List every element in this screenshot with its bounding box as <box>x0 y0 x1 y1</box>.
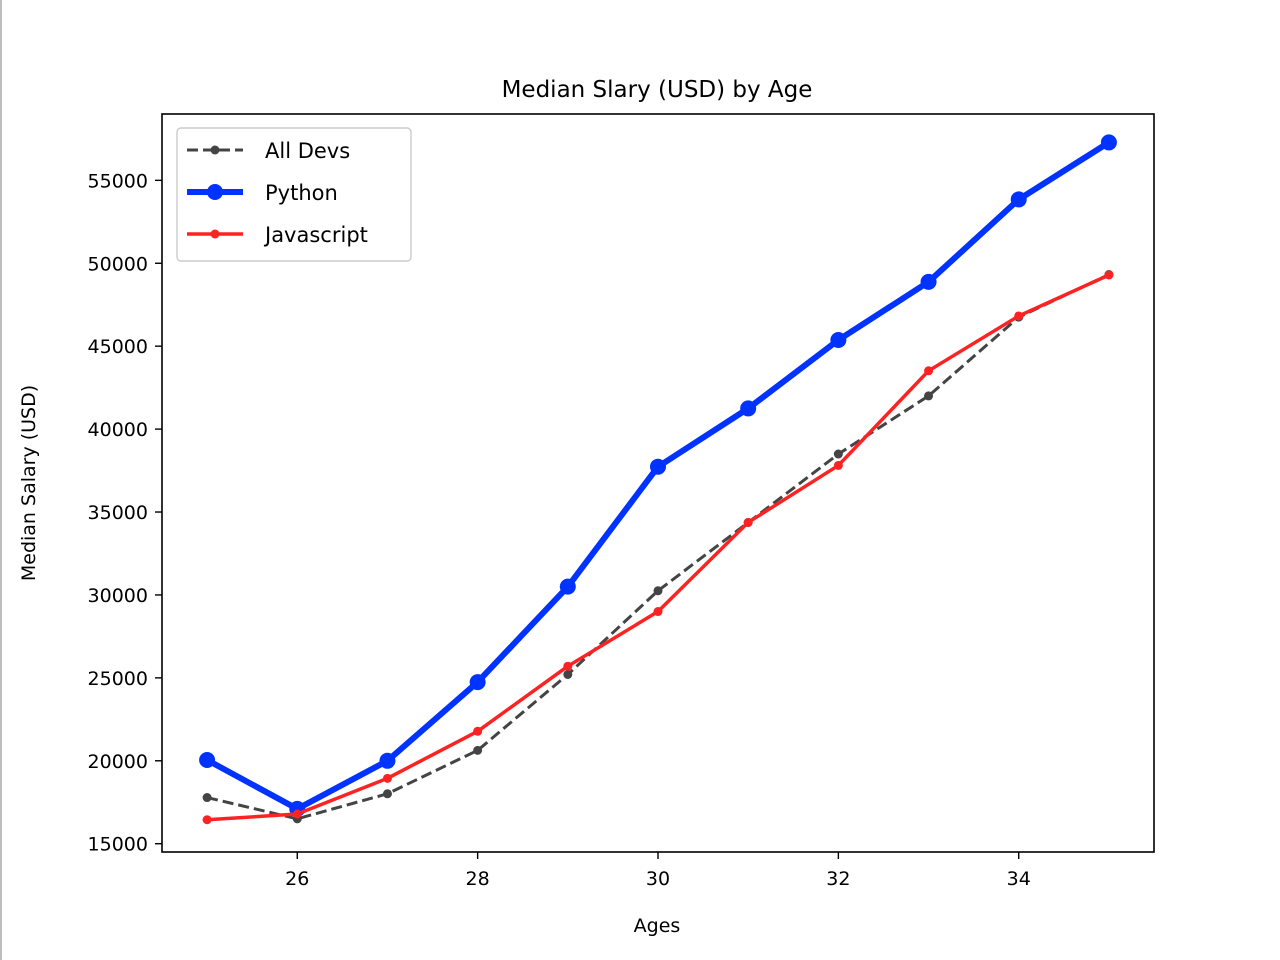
y-tick-label: 45000 <box>88 336 148 358</box>
data-point-python <box>920 273 937 290</box>
data-point-python <box>830 332 847 349</box>
x-tick-label: 28 <box>466 868 490 890</box>
x-tick-label: 32 <box>826 868 850 890</box>
data-point-all-devs <box>653 586 663 596</box>
y-tick-label: 35000 <box>88 502 148 524</box>
x-tick-label: 26 <box>285 868 309 890</box>
y-axis-label: Median Salary (USD) <box>18 385 40 581</box>
data-point-javascript <box>924 366 934 376</box>
data-point-javascript <box>202 815 212 825</box>
data-point-javascript <box>833 460 843 470</box>
plot-layer: 26 28 30 32 34 15000 20000 25000 30000 35000 40000… <box>88 113 1155 890</box>
data-point-javascript <box>1014 311 1024 321</box>
series-line-all-devs <box>206 273 1110 821</box>
legend-label-all-devs: All Devs <box>265 139 350 163</box>
data-point-all-devs <box>563 669 573 679</box>
y-tick-label: 50000 <box>88 253 148 275</box>
data-point-all-devs <box>382 789 392 799</box>
data-point-python <box>559 578 576 595</box>
data-point-python <box>1010 191 1027 208</box>
data-point-python <box>1100 134 1117 151</box>
data-point-python <box>740 400 757 417</box>
y-tick-label: 55000 <box>88 170 148 192</box>
x-tick-label: 34 <box>1007 868 1031 890</box>
data-point-all-devs <box>833 449 843 459</box>
legend: All Devs Python Javascript <box>176 127 412 262</box>
y-tick-label: 25000 <box>88 668 148 690</box>
y-tick-label: 30000 <box>88 585 148 607</box>
legend-label-javascript: Javascript <box>263 223 368 247</box>
legend-swatch-marker-all-devs <box>210 145 220 155</box>
data-point-javascript <box>563 661 573 671</box>
data-point-python <box>379 752 396 769</box>
legend-box <box>176 127 412 262</box>
data-point-javascript <box>1104 270 1114 280</box>
window-left-edge <box>0 0 2 960</box>
data-point-python <box>469 674 486 691</box>
legend-label-python: Python <box>265 181 338 205</box>
data-point-javascript <box>743 517 753 527</box>
y-tick-label: 20000 <box>88 751 148 773</box>
data-point-all-devs <box>924 391 934 401</box>
x-axis-label: Ages <box>634 915 681 937</box>
y-tick-label: 40000 <box>88 419 148 441</box>
data-point-python <box>199 752 216 769</box>
data-point-javascript <box>382 773 392 783</box>
data-point-javascript <box>653 607 663 617</box>
data-point-python <box>650 458 666 475</box>
data-point-javascript <box>473 726 483 736</box>
y-tick-label: 15000 <box>88 834 148 856</box>
x-tick-label: 30 <box>646 868 670 890</box>
legend-swatch-marker-javascript <box>210 229 220 239</box>
data-point-javascript <box>292 809 302 819</box>
data-point-all-devs <box>202 793 212 803</box>
legend-swatch-marker-python <box>207 184 223 200</box>
data-point-all-devs <box>473 745 483 755</box>
chart-title: Median Slary (USD) by Age <box>502 77 813 103</box>
